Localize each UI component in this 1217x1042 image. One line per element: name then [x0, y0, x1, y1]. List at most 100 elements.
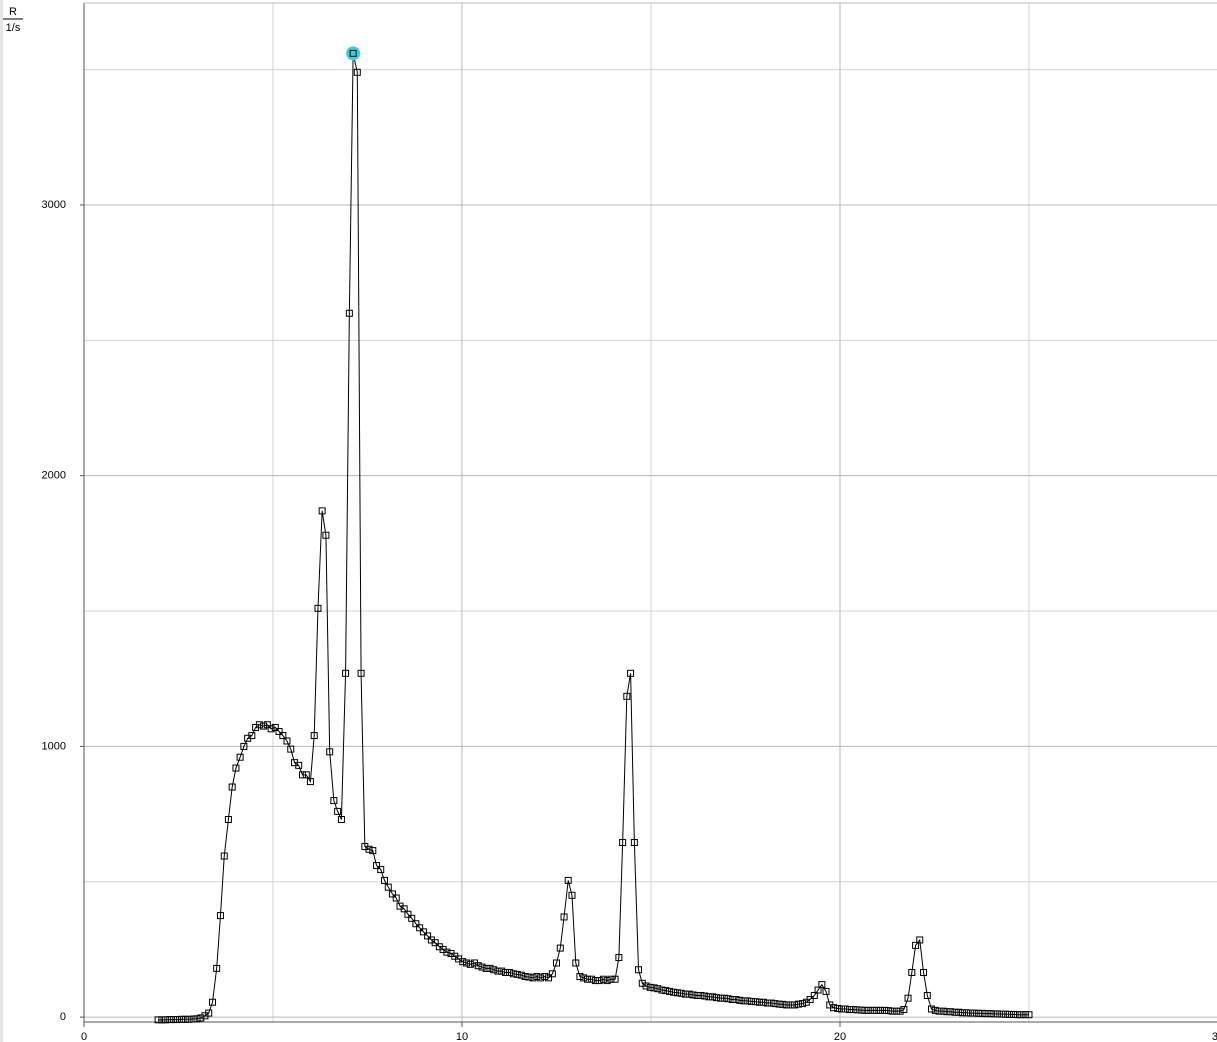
- data-point: [779, 1000, 787, 1008]
- data-point: [693, 991, 701, 999]
- data-point: [474, 962, 482, 970]
- data-point: [322, 531, 330, 539]
- data-point: [974, 1009, 982, 1017]
- data-point: [365, 845, 373, 853]
- data-point: [185, 1015, 193, 1023]
- data-point: [958, 1009, 966, 1017]
- data-point: [576, 973, 584, 981]
- data-point: [404, 910, 412, 918]
- data-point: [279, 732, 287, 740]
- data-point: [630, 839, 638, 847]
- data-point: [1021, 1011, 1029, 1019]
- data-point: [1002, 1010, 1010, 1018]
- data-point: [216, 912, 224, 920]
- data-point: [509, 970, 517, 978]
- data-point: [533, 973, 541, 981]
- data-point: [955, 1008, 963, 1016]
- data-point: [603, 977, 611, 985]
- data-point: [642, 982, 650, 990]
- data-point: [310, 732, 318, 740]
- data-point: [830, 1004, 838, 1012]
- data-point: [666, 987, 674, 995]
- data-point: [345, 309, 353, 317]
- grid: [83, 3, 1217, 1022]
- data-point: [178, 1015, 186, 1023]
- data-point: [654, 985, 662, 993]
- data-point: [744, 997, 752, 1005]
- data-point: [869, 1006, 877, 1014]
- data-point: [193, 1015, 201, 1023]
- data-point: [357, 669, 365, 677]
- data-point: [224, 815, 232, 823]
- data-point: [525, 973, 533, 981]
- y-tick-label: 1000: [42, 740, 66, 752]
- data-point: [501, 968, 509, 976]
- data-point: [287, 745, 295, 753]
- data-point: [900, 1006, 908, 1014]
- data-point: [463, 959, 471, 967]
- data-point: [998, 1010, 1006, 1018]
- data-point: [736, 996, 744, 1004]
- data-point: [369, 847, 377, 855]
- x-tick-label: 10: [456, 1031, 468, 1042]
- data-point: [673, 989, 681, 997]
- data-point: [712, 994, 720, 1002]
- data-point: [966, 1009, 974, 1017]
- data-point: [416, 924, 424, 932]
- data-point: [767, 999, 775, 1007]
- data-point: [662, 987, 670, 995]
- data-point: [794, 1000, 802, 1008]
- data-point: [591, 977, 599, 985]
- data-point: [892, 1007, 900, 1015]
- data-point: [240, 742, 248, 750]
- data-point: [260, 722, 268, 730]
- data-point: [814, 986, 822, 994]
- data-point: [373, 862, 381, 870]
- data-point: [916, 936, 924, 944]
- data-point: [834, 1004, 842, 1012]
- data-point: [486, 964, 494, 972]
- data-point: [857, 1006, 865, 1014]
- data-point: [838, 1005, 846, 1013]
- data-point: [771, 1000, 779, 1008]
- data-point: [1005, 1010, 1013, 1018]
- data-point: [541, 973, 549, 981]
- data-point: [865, 1006, 873, 1014]
- data-point: [213, 964, 221, 972]
- data-point: [494, 967, 502, 975]
- data-point: [931, 1006, 939, 1014]
- data-point: [349, 49, 357, 57]
- data-point: [884, 1007, 892, 1015]
- x-tick-label: 0: [81, 1031, 87, 1042]
- data-point: [1017, 1011, 1025, 1019]
- data-point: [412, 920, 420, 928]
- data-point: [818, 981, 826, 989]
- data-point: [506, 968, 514, 976]
- y-axis-unit: 1/s: [6, 22, 21, 34]
- data-point: [787, 1001, 795, 1009]
- data-point: [482, 964, 490, 972]
- data-point: [318, 507, 326, 515]
- data-point: [267, 725, 275, 733]
- data-point: [513, 970, 521, 978]
- data-point: [330, 797, 338, 805]
- data-point: [943, 1008, 951, 1016]
- data-point: [572, 959, 580, 967]
- data-point: [205, 1009, 213, 1017]
- data-point: [849, 1006, 857, 1014]
- data-point: [381, 876, 389, 884]
- x-tick-label: 30: [1212, 1031, 1217, 1042]
- data-point: [408, 914, 416, 922]
- data-point: [419, 928, 427, 936]
- data-point: [166, 1016, 174, 1024]
- data-point: [799, 1000, 807, 1008]
- data-point: [580, 974, 588, 982]
- data-point: [466, 960, 474, 968]
- data-point: [845, 1006, 853, 1014]
- data-point: [431, 939, 439, 947]
- data-point: [560, 913, 568, 921]
- data-point: [759, 998, 767, 1006]
- data-point: [588, 975, 596, 983]
